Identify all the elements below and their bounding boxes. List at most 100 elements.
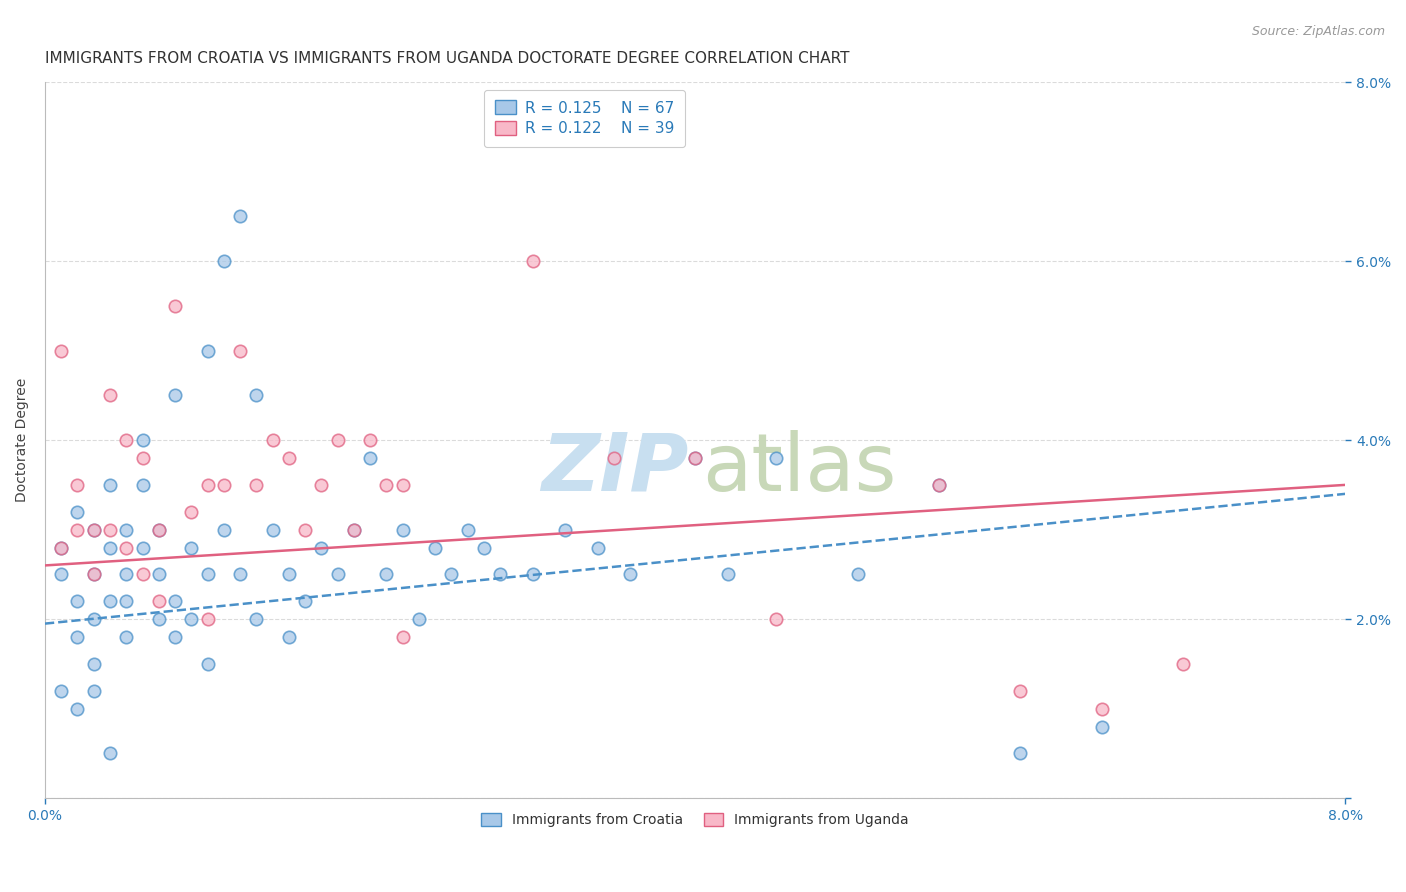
Point [83,567,105,582]
Text: ZIP: ZIP [541,430,689,508]
Point [391,478,413,492]
Point [359,433,381,447]
Point [212,478,235,492]
Point [1171,657,1194,671]
Point [262,523,284,537]
Point [148,523,170,537]
Point [115,541,138,555]
Point [197,343,219,358]
Point [51,343,73,358]
Point [131,450,153,465]
Point [197,567,219,582]
Point [180,612,202,626]
Point [683,450,706,465]
Point [522,567,544,582]
Point [391,523,413,537]
Point [131,567,153,582]
Point [66,478,89,492]
Point [115,523,138,537]
Point [66,630,89,644]
Point [311,541,333,555]
Point [83,523,105,537]
Point [148,594,170,608]
Point [212,523,235,537]
Point [277,630,299,644]
Point [1091,701,1114,715]
Point [148,523,170,537]
Point [51,541,73,555]
Point [294,594,316,608]
Point [1091,719,1114,733]
Point [98,747,121,761]
Point [229,567,252,582]
Point [83,657,105,671]
Point [1010,683,1032,698]
Point [131,433,153,447]
Point [554,523,576,537]
Point [148,567,170,582]
Point [115,433,138,447]
Point [765,450,787,465]
Point [683,450,706,465]
Point [928,478,950,492]
Point [472,541,495,555]
Point [522,254,544,268]
Point [326,567,349,582]
Point [457,523,479,537]
Point [163,299,186,313]
Point [619,567,641,582]
Point [66,701,89,715]
Point [245,612,267,626]
Point [98,388,121,402]
Point [83,612,105,626]
Point [489,567,512,582]
Point [326,433,349,447]
Point [180,541,202,555]
Point [98,541,121,555]
Point [51,567,73,582]
Point [180,505,202,519]
Point [586,541,609,555]
Point [375,478,398,492]
Point [603,450,626,465]
Point [148,612,170,626]
Point [343,523,366,537]
Point [98,523,121,537]
Text: IMMIGRANTS FROM CROATIA VS IMMIGRANTS FROM UGANDA DOCTORATE DEGREE CORRELATION C: IMMIGRANTS FROM CROATIA VS IMMIGRANTS FR… [45,51,849,66]
Point [66,594,89,608]
Point [391,630,413,644]
Point [245,388,267,402]
Legend: Immigrants from Croatia, Immigrants from Uganda: Immigrants from Croatia, Immigrants from… [474,806,915,834]
Point [229,210,252,224]
Point [1010,747,1032,761]
Point [83,523,105,537]
Point [163,594,186,608]
Point [98,594,121,608]
Point [262,433,284,447]
Point [163,630,186,644]
Point [423,541,446,555]
Point [66,505,89,519]
Point [229,343,252,358]
Point [66,523,89,537]
Point [115,630,138,644]
Text: Source: ZipAtlas.com: Source: ZipAtlas.com [1251,25,1385,38]
Point [197,657,219,671]
Point [131,478,153,492]
Point [245,478,267,492]
Point [115,594,138,608]
Point [294,523,316,537]
Point [408,612,430,626]
Point [197,612,219,626]
Point [717,567,740,582]
Point [359,450,381,465]
Point [928,478,950,492]
Point [197,478,219,492]
Y-axis label: Doctorate Degree: Doctorate Degree [15,378,30,502]
Point [311,478,333,492]
Text: atlas: atlas [702,430,896,508]
Point [846,567,869,582]
Point [131,541,153,555]
Point [115,567,138,582]
Point [212,254,235,268]
